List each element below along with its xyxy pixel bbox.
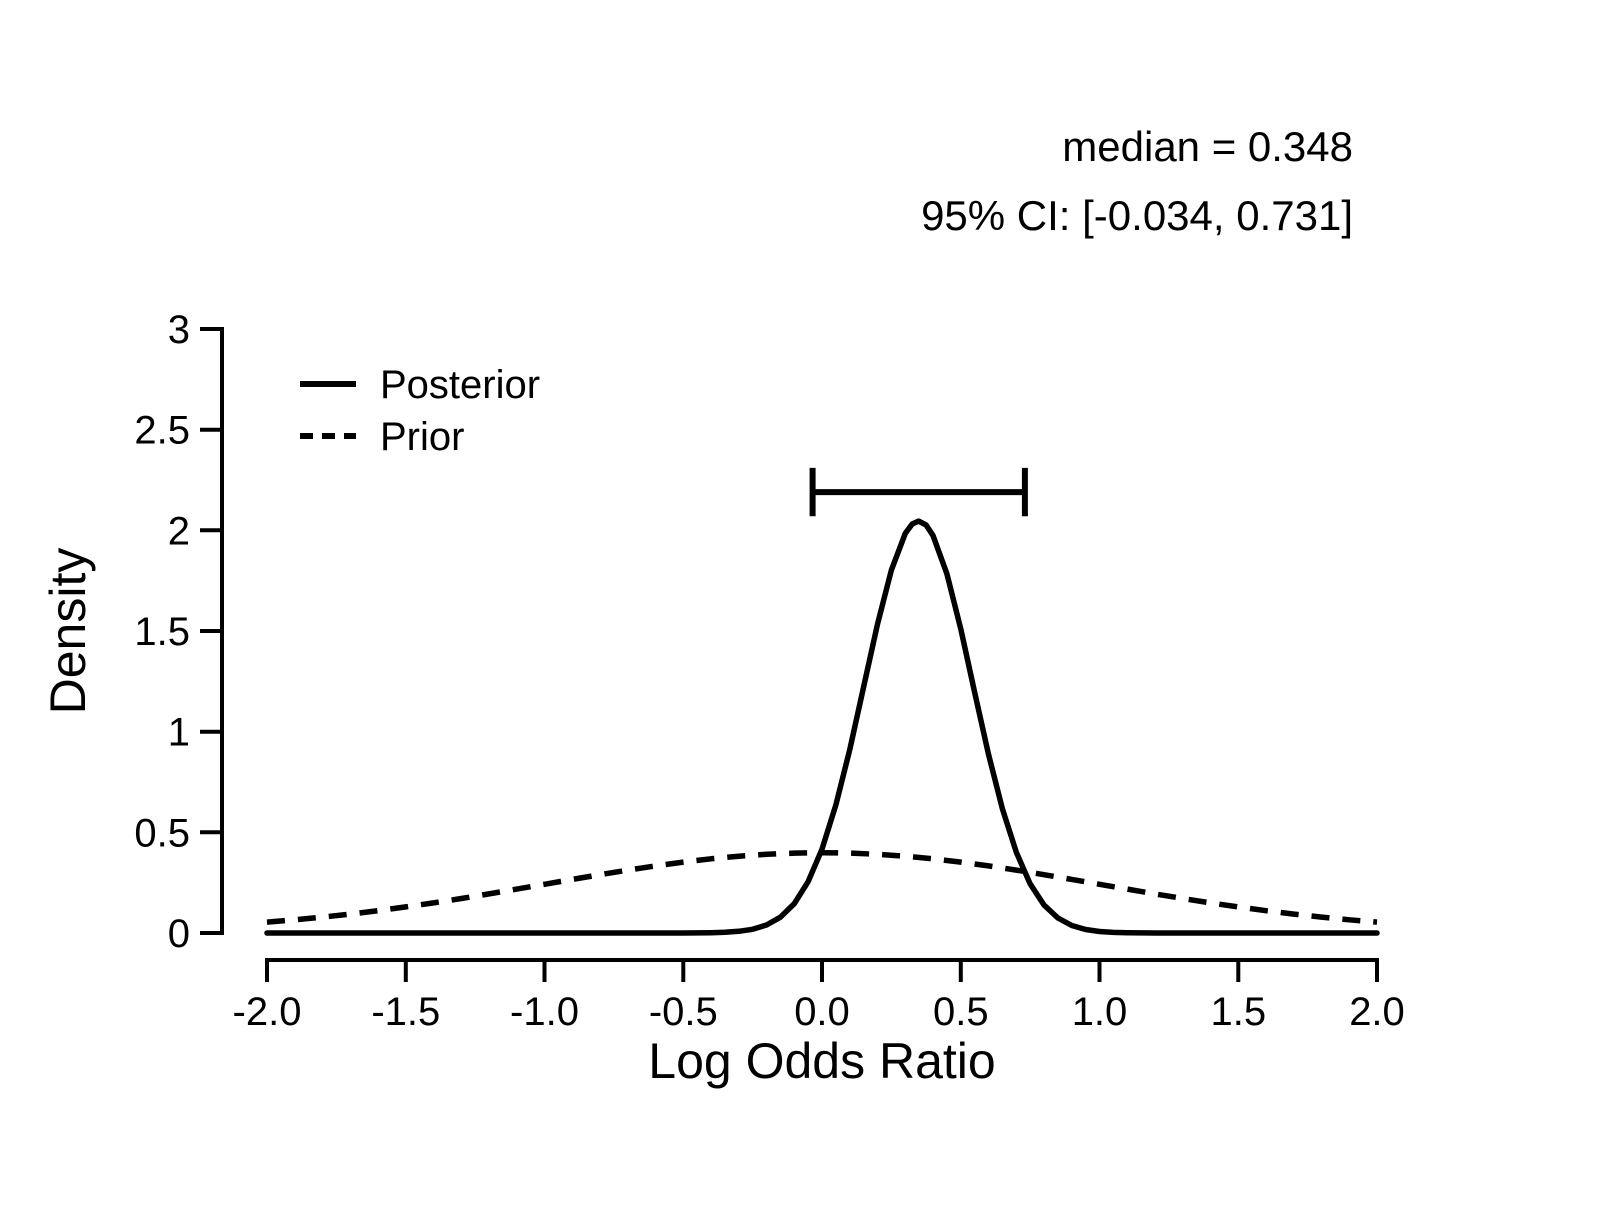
y-tick-label: 1.5	[134, 610, 190, 654]
series-group	[264, 518, 1380, 936]
y-tick-label: 0.5	[134, 811, 190, 855]
x-tick-label: 0.0	[794, 990, 850, 1034]
x-tick-label: 1.5	[1210, 990, 1266, 1034]
median-annotation: median = 0.348	[1062, 123, 1353, 170]
y-axis-title: Density	[40, 548, 96, 715]
legend-label-posterior: Posterior	[380, 363, 540, 407]
x-tick-label: 2.0	[1349, 990, 1405, 1034]
ci-annotation: 95% CI: [-0.034, 0.731]	[921, 192, 1353, 239]
legend-group: Posterior Prior	[300, 363, 540, 459]
y-tick-label: 2	[168, 509, 190, 553]
y-tick-label: 2.5	[134, 409, 190, 453]
x-axis-title: Log Odds Ratio	[648, 1033, 995, 1089]
ci-interval-bar-group	[809, 467, 1028, 517]
x-tick-label: 1.0	[1072, 990, 1128, 1034]
x-tick-label: -1.5	[371, 990, 440, 1034]
x-tick-label: -1.0	[510, 990, 579, 1034]
posterior-curve	[264, 518, 1380, 936]
y-tick-label: 3	[168, 308, 190, 352]
legend-label-prior: Prior	[380, 415, 464, 459]
y-tick-label: 0	[168, 912, 190, 956]
prior-curve	[266, 849, 1378, 925]
x-tick-label: 0.5	[933, 990, 989, 1034]
y-tick-label: 1	[168, 711, 190, 755]
x-tick-label: -2.0	[233, 990, 302, 1034]
axes-group: 0 0.5 1 1.5 2 2.5 3 -2.0 -1.5 -1.0 -0.5 0.0 0.5 1.0 1.…	[134, 308, 1404, 1034]
x-tick-label: -0.5	[649, 990, 718, 1034]
